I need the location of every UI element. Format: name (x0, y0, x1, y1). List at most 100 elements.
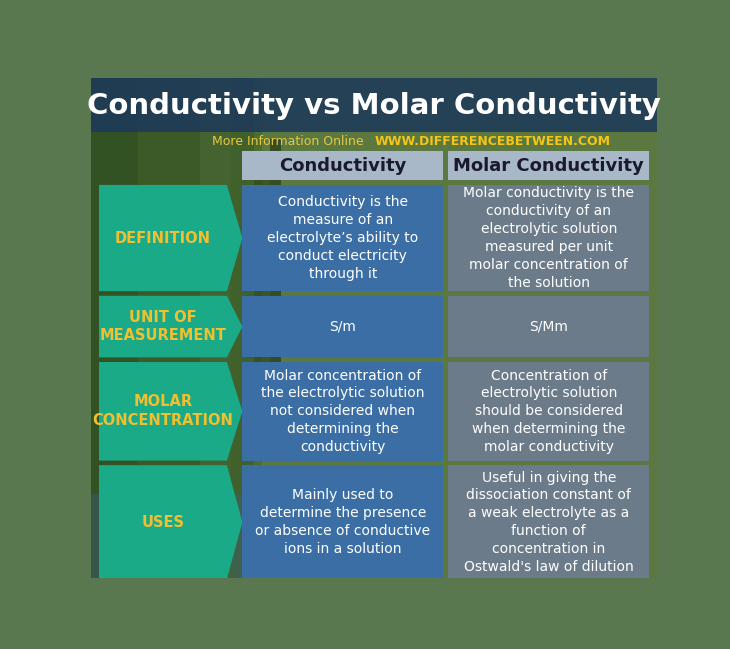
Bar (586, 78, 587, 578)
Bar (209, 78, 210, 578)
Bar (185, 78, 186, 578)
Bar (161, 494, 177, 578)
Bar (472, 78, 473, 578)
Bar (607, 78, 608, 578)
Bar (418, 78, 419, 578)
Bar (453, 78, 454, 578)
Bar (574, 78, 575, 578)
Bar (100, 78, 101, 578)
Bar (573, 78, 574, 578)
Bar (605, 78, 606, 578)
Bar (643, 78, 644, 578)
Bar (191, 78, 192, 578)
Bar (591, 78, 592, 578)
Bar (532, 78, 533, 578)
Bar (589, 78, 590, 578)
Bar (131, 78, 132, 578)
Bar (450, 78, 451, 578)
Bar (116, 78, 117, 578)
Bar (318, 78, 319, 578)
Bar (137, 78, 138, 578)
Bar (598, 78, 599, 578)
Bar (289, 78, 290, 578)
Bar (401, 78, 402, 578)
Bar (188, 78, 189, 578)
Bar (544, 78, 545, 578)
Bar (224, 78, 225, 578)
Bar (91, 78, 138, 578)
Bar (580, 78, 581, 578)
Bar (128, 78, 129, 578)
Bar (229, 78, 230, 578)
Bar (541, 78, 542, 578)
Bar (503, 78, 504, 578)
Bar (322, 78, 323, 578)
Bar (167, 78, 168, 578)
Bar (127, 78, 128, 578)
Polygon shape (99, 362, 242, 461)
Bar (533, 78, 534, 578)
Bar (103, 78, 104, 578)
Bar (202, 78, 203, 578)
Bar (342, 78, 343, 578)
Bar (194, 78, 195, 578)
Bar (623, 78, 624, 578)
Bar (471, 78, 472, 578)
Bar (570, 78, 571, 578)
Bar (461, 78, 463, 578)
Bar (330, 78, 331, 578)
Bar (557, 78, 558, 578)
Bar (495, 78, 496, 578)
Bar (283, 78, 284, 578)
Bar (334, 78, 335, 578)
Text: Conductivity is the
measure of an
electrolyte’s ability to
conduct electricity
t: Conductivity is the measure of an electr… (267, 195, 418, 281)
Bar (151, 78, 152, 578)
Bar (622, 78, 623, 578)
Bar (276, 78, 277, 578)
Bar (200, 78, 231, 578)
Bar (268, 78, 269, 578)
Bar (156, 78, 157, 578)
Bar (416, 78, 417, 578)
Bar (481, 78, 482, 578)
Bar (166, 78, 167, 578)
Bar (456, 78, 457, 578)
Bar (245, 78, 246, 578)
Bar (647, 78, 648, 578)
Bar (271, 78, 272, 578)
Bar (397, 78, 398, 578)
Bar (139, 78, 140, 578)
Bar (531, 78, 532, 578)
Bar (467, 78, 468, 578)
Bar (565, 78, 566, 578)
Bar (618, 78, 619, 578)
Text: MOLAR
CONCENTRATION: MOLAR CONCENTRATION (93, 395, 234, 428)
Bar (114, 78, 115, 578)
Bar (321, 78, 322, 578)
Bar (413, 78, 414, 578)
Bar (480, 78, 481, 578)
Bar (566, 78, 567, 578)
Bar (254, 78, 255, 578)
Bar (238, 78, 239, 578)
Bar (195, 78, 196, 578)
Bar (429, 78, 430, 578)
Text: DEFINITION: DEFINITION (115, 230, 211, 245)
Bar (214, 78, 215, 578)
Bar (635, 78, 636, 578)
Bar (393, 494, 409, 578)
Bar (347, 494, 363, 578)
Bar (302, 78, 303, 578)
Bar (582, 78, 583, 578)
Bar (588, 78, 589, 578)
Text: WWW.DIFFERENCEBETWEEN.COM: WWW.DIFFERENCEBETWEEN.COM (375, 134, 611, 147)
Text: Concentration of
electrolytic solution
should be considered
when determining the: Concentration of electrolytic solution s… (472, 369, 626, 454)
Bar (403, 78, 404, 578)
Bar (317, 78, 318, 578)
Bar (196, 78, 197, 578)
Bar (523, 78, 524, 578)
Bar (316, 78, 317, 578)
Bar (254, 494, 269, 578)
Bar (252, 78, 253, 578)
Bar (240, 78, 241, 578)
